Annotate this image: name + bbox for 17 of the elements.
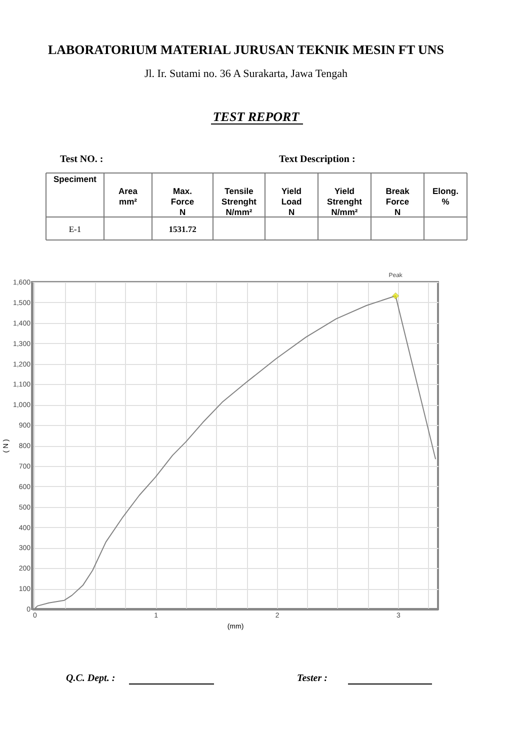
text: Yield Load N [281, 186, 302, 217]
text: Speciment [54, 174, 97, 184]
chart-title: LABORATORIUM MATERIAL JURUSAN TEKNIK MESIN FT UNS [48, 42, 444, 57]
text: Q.C. Dept. : [66, 673, 116, 684]
text: Elong. % [432, 186, 458, 206]
text: Area mm² [118, 186, 138, 206]
text: Text Description : [279, 154, 356, 165]
text: Tester : [297, 673, 328, 684]
text: Max. Force N [170, 186, 194, 217]
text: Break Force N [386, 186, 410, 217]
chart-subtitle: Jl. Ir. Sutami no. 36 A Surakarta, Jawa Tengah [144, 68, 348, 80]
text: E-1 [68, 224, 82, 234]
text: TEST REPORT [212, 109, 300, 124]
text: Yield Strenght N/mm² [327, 186, 362, 217]
text: 1531.72 [168, 224, 196, 234]
text: Test NO. : [60, 154, 104, 165]
text: Tensile Strenght N/mm² [222, 186, 257, 217]
